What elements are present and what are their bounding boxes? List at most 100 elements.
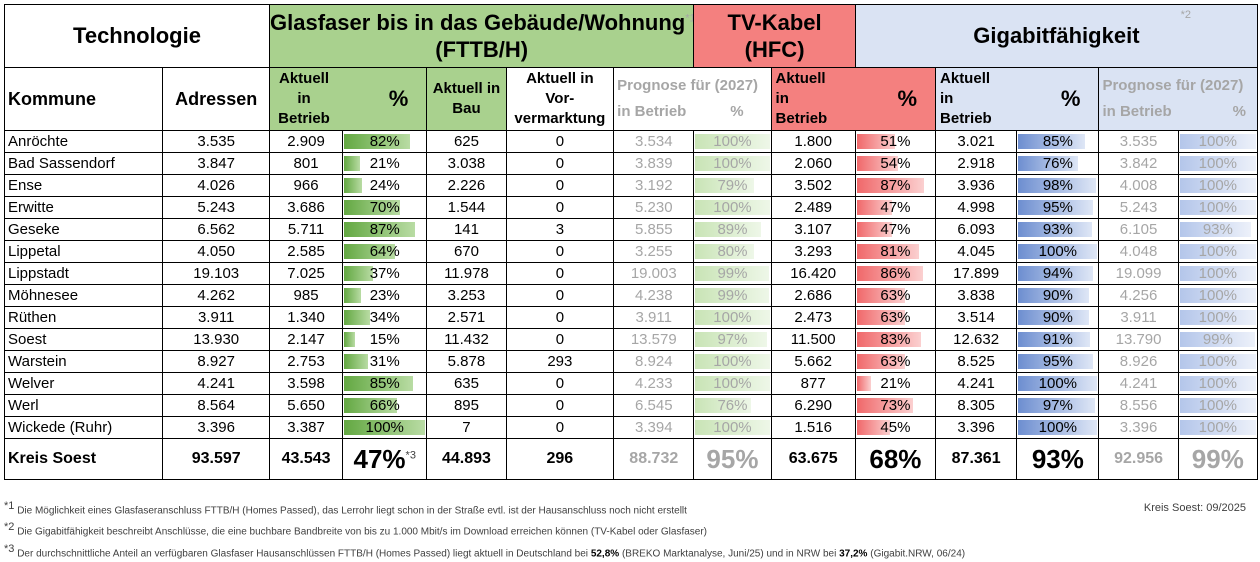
percent-bar — [1179, 134, 1256, 149]
giga-betrieb-cell: 3.936 — [935, 174, 1018, 197]
percent-bar — [695, 420, 770, 435]
vorv-cell: 0 — [505, 152, 615, 175]
prog-betrieb-cell: 3.255 — [613, 240, 695, 263]
ftth-betrieb-cell: 3.598 — [268, 372, 344, 395]
prog-pct-cell: 100% — [693, 372, 772, 395]
total-row: Kreis Soest 93.597 43.543 47%*3 44.893 2… — [3, 438, 1259, 480]
giga-betrieb-cell: 4.241 — [935, 372, 1018, 395]
adressen-cell: 3.396 — [162, 416, 270, 439]
ftth-pct-cell: 24% — [342, 174, 428, 197]
bau-cell: 895 — [426, 394, 507, 417]
table-row: Geseke 6.562 5.711 87% 141 3 5.855 89% 3.107 47% 6… — [3, 218, 1259, 241]
percent-bar — [695, 288, 769, 303]
ftth-betrieb-cell: 1.340 — [268, 306, 344, 329]
giga-prog-pct-cell: 100% — [1177, 350, 1259, 373]
bau-cell: 11.432 — [426, 328, 507, 351]
hfc-betrieb-header: Aktuell in Betrieb % — [770, 67, 937, 131]
vorv-cell: 0 — [505, 306, 615, 329]
prog-pct-cell: 100% — [693, 196, 772, 219]
giga-betrieb-cell: 6.093 — [935, 218, 1018, 241]
ftth-betrieb-cell: 801 — [268, 152, 344, 175]
ftth-betrieb-cell: 2.585 — [268, 240, 344, 263]
percent-bar — [344, 222, 415, 237]
giga-pct-cell: 100% — [1016, 372, 1100, 395]
total-giga-prog-betrieb: 92.956 — [1098, 438, 1179, 480]
prog-pct-cell: 100% — [693, 306, 772, 329]
hfc-betrieb-cell: 1.516 — [770, 416, 856, 439]
prog-betrieb-cell: 3.534 — [613, 130, 695, 153]
giga-betrieb-cell: 3.838 — [935, 284, 1018, 307]
adressen-cell: 4.241 — [162, 372, 270, 395]
percent-bar — [695, 266, 769, 281]
percent-bar — [344, 134, 411, 149]
vorv-cell: 0 — [505, 240, 615, 263]
percent-bar — [856, 266, 923, 281]
kommune-cell: Erwitte — [3, 196, 164, 219]
kommune-cell: Warstein — [3, 350, 164, 373]
percent-bar — [344, 266, 373, 281]
percent-bar — [1018, 156, 1078, 171]
hfc-pct-cell: 83% — [854, 328, 937, 351]
hfc-betrieb-cell: 2.060 — [770, 152, 856, 175]
percent-bar — [695, 332, 768, 347]
percent-bar — [344, 200, 401, 215]
ftth-betrieb-cell: 7.025 — [268, 262, 344, 285]
adressen-cell: 13.930 — [162, 328, 270, 351]
prog-pct-cell: 100% — [693, 416, 772, 439]
total-prog-betrieb: 88.732 — [613, 438, 695, 480]
table-row: Ense 4.026 966 24% 2.226 0 3.192 79% 3.502 87% 3.9… — [3, 174, 1259, 197]
kommune-cell: Geseke — [3, 218, 164, 241]
percent-bar — [1018, 222, 1092, 237]
bau-cell: 3.038 — [426, 152, 507, 175]
table-row: Werl 8.564 5.650 66% 895 0 6.545 76% 6.290 73% 8.3… — [3, 394, 1259, 417]
percent-bar — [1179, 178, 1256, 193]
hfc-betrieb-cell: 2.686 — [770, 284, 856, 307]
hfc-betrieb-cell: 11.500 — [770, 328, 856, 351]
percent-bar — [1179, 244, 1256, 259]
bau-cell: 2.226 — [426, 174, 507, 197]
ftth-betrieb-cell: 5.711 — [268, 218, 344, 241]
ftth-betrieb-cell: 985 — [268, 284, 344, 307]
giga-prog-pct-cell: 100% — [1177, 416, 1259, 439]
ftth-pct-cell: 31% — [342, 350, 428, 373]
adressen-cell: 4.026 — [162, 174, 270, 197]
ftth-pct-cell: 64% — [342, 240, 428, 263]
giga-pct-cell: 94% — [1016, 262, 1100, 285]
glasfaser-header: Glasfaser bis in das Gebäude/Wohnung*1 (… — [268, 4, 695, 68]
percent-bar — [695, 376, 770, 391]
hfc-pct-cell: 87% — [854, 174, 937, 197]
technologie-header: Technologie — [4, 4, 270, 68]
percent-bar — [695, 134, 770, 149]
giga-prog-betrieb-cell: 6.105 — [1098, 218, 1179, 241]
percent-bar — [1179, 398, 1256, 413]
hfc-pct-cell: 73% — [854, 394, 937, 417]
bau-cell: 141 — [426, 218, 507, 241]
percent-bar — [856, 200, 893, 215]
bau-cell: 670 — [426, 240, 507, 263]
percent-bar — [856, 398, 913, 413]
total-ftth-pct: 47%*3 — [342, 438, 428, 480]
hfc-betrieb-cell: 2.473 — [770, 306, 856, 329]
vorv-cell: 0 — [505, 262, 615, 285]
percent-bar — [695, 244, 755, 259]
percent-bar — [1179, 420, 1256, 435]
prog-pct-cell: 100% — [693, 130, 772, 153]
bau-cell: 635 — [426, 372, 507, 395]
prog-betrieb-cell: 8.924 — [613, 350, 695, 373]
ftth-betrieb-cell: 3.686 — [268, 196, 344, 219]
prog-betrieb-cell: 5.230 — [613, 196, 695, 219]
adressen-cell: 8.564 — [162, 394, 270, 417]
hfc-pct-cell: 63% — [854, 284, 937, 307]
giga-betrieb-header: Aktuell in Betrieb % — [935, 67, 1100, 131]
total-prog-pct: 95% — [693, 438, 772, 480]
table-row: Warstein 8.927 2.753 31% 5.878 293 8.924 100% 5.… — [3, 350, 1259, 373]
ftth-betrieb-cell: 2.753 — [268, 350, 344, 373]
ftth-pct-cell: 34% — [342, 306, 428, 329]
total-hfc-pct: 68% — [854, 438, 937, 480]
percent-bar — [1179, 222, 1251, 237]
hfc-pct-cell: 51% — [854, 130, 937, 153]
adressen-cell: 4.262 — [162, 284, 270, 307]
percent-bar — [856, 222, 893, 237]
hfc-betrieb-cell: 1.800 — [770, 130, 856, 153]
percent-bar — [695, 398, 752, 413]
